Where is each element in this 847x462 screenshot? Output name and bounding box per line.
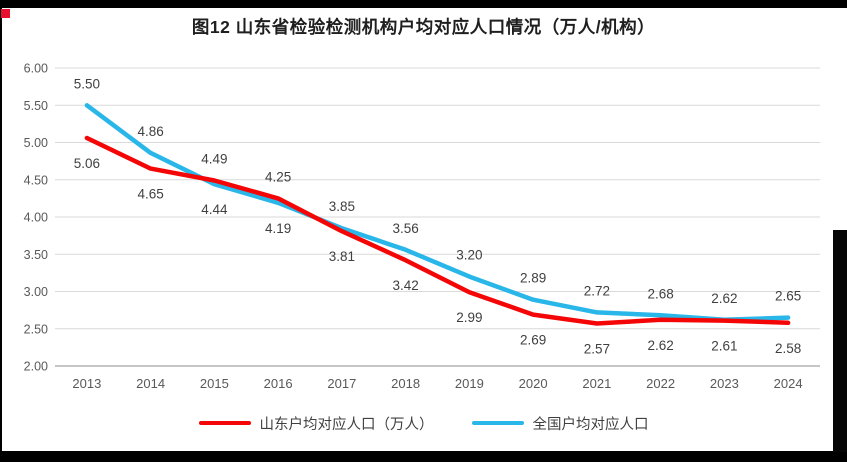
- x-axis-tick-label: 2017: [327, 376, 356, 391]
- data-label: 3.42: [392, 278, 418, 293]
- x-axis-tick-label: 2018: [391, 376, 420, 391]
- x-axis-tick-label: 2019: [455, 376, 484, 391]
- data-label: 4.44: [201, 202, 228, 217]
- legend-line-sample-blue: [471, 420, 524, 426]
- data-label: 2.89: [520, 271, 546, 286]
- data-label: 2.69: [520, 333, 546, 348]
- x-axis-tick-label: 2020: [519, 376, 548, 391]
- legend-line-sample-red: [198, 420, 251, 426]
- data-label: 3.85: [329, 199, 355, 214]
- data-label: 4.86: [137, 124, 163, 139]
- x-axis-tick-label: 2014: [136, 376, 165, 391]
- legend-label-shandong: 山东户均对应人口（万人）: [259, 416, 434, 433]
- left-edge-line: [0, 0, 2, 462]
- data-label: 2.58: [775, 341, 801, 356]
- data-label: 2.57: [584, 342, 610, 357]
- y-axis-tick-label: 4.50: [24, 173, 48, 187]
- data-label: 4.65: [137, 187, 163, 202]
- series-line-national: [84, 103, 791, 323]
- y-axis-tick-label: 4.00: [24, 211, 48, 225]
- scrollbar-thumb[interactable]: [833, 230, 847, 452]
- data-label: 5.06: [74, 156, 100, 171]
- red-corner-marker: [1, 9, 10, 18]
- data-label: 2.72: [584, 283, 610, 298]
- data-label: 5.50: [74, 76, 100, 91]
- chart-legend: 山东户均对应人口（万人） 全国户均对应人口: [0, 406, 847, 440]
- letterbox-bottom-bar: [0, 451, 847, 462]
- data-label: 3.56: [392, 221, 418, 236]
- x-axis-tick-label: 2021: [582, 376, 611, 391]
- x-axis-tick-label: 2015: [200, 376, 229, 391]
- data-label: 4.49: [201, 151, 227, 166]
- x-axis-tick-label: 2024: [774, 376, 803, 391]
- y-axis-tick-label: 5.50: [24, 99, 48, 113]
- data-label: 4.25: [265, 169, 291, 184]
- chart-title: 图12 山东省检验检测机构户均对应人口情况（万人/机构）: [191, 17, 656, 37]
- legend-item-national: 全国户均对应人口: [471, 413, 649, 434]
- y-axis-tick-label: 3.50: [24, 248, 48, 262]
- series-line-shandong: [84, 135, 791, 326]
- data-label: 2.62: [711, 291, 737, 306]
- x-axis-tick-label: 2016: [264, 376, 293, 391]
- data-label: 2.65: [775, 289, 801, 304]
- data-label: 4.19: [265, 221, 291, 236]
- legend-label-national: 全国户均对应人口: [532, 416, 649, 433]
- data-label: 2.68: [647, 286, 673, 301]
- y-axis-tick-label: 2.50: [24, 322, 48, 336]
- data-label: 2.61: [711, 339, 737, 354]
- letterbox-top-bar: [0, 0, 847, 8]
- x-axis-tick-label: 2013: [72, 376, 101, 391]
- legend-item-shandong: 山东户均对应人口（万人）: [198, 413, 434, 434]
- data-label: 2.99: [456, 310, 482, 325]
- x-axis-tick-label: 2023: [710, 376, 739, 391]
- data-label: 2.62: [647, 338, 673, 353]
- data-label: 3.81: [329, 249, 355, 264]
- y-axis-tick-label: 2.00: [24, 360, 48, 374]
- y-axis-tick-label: 5.00: [24, 136, 48, 150]
- x-axis-tick-label: 2022: [646, 376, 675, 391]
- data-label: 3.20: [456, 248, 482, 263]
- y-axis-tick-label: 3.00: [24, 285, 48, 299]
- y-axis-tick-label: 6.00: [24, 62, 48, 76]
